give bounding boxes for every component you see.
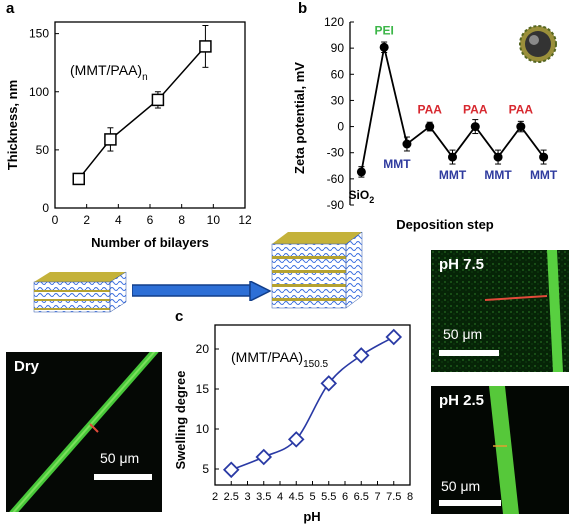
chart-b-point-label: MMT (439, 168, 467, 182)
chart-a-series-line (78, 45, 206, 180)
chart-c-point (385, 328, 403, 346)
chart-c-xtick-label: 6 (342, 491, 348, 503)
micrograph-ph75: pH 7.5 50 μm (431, 250, 569, 372)
chart-c: 2 2.5 3 3.5 4 4.5 5 5.5 6 6.5 7 7.5 8 5 10 15 20 (MMT/PA… (173, 324, 413, 524)
chart-a-xtick-label: 12 (238, 213, 252, 227)
chart-c-xtick-label: 7.5 (386, 491, 401, 503)
chart-a: 0 2 4 6 8 10 12 0 50 100 150 (MMT/PAA)n Number of … (5, 21, 252, 250)
chart-b-ytick-label: -30 (327, 146, 345, 160)
chart-b-point-label: PAA (463, 103, 488, 117)
chart-c-xtick-label: 5.5 (321, 491, 336, 503)
micrograph-ph75-label: pH 7.5 (439, 256, 485, 273)
micrograph-dry: Dry 50 μm (6, 352, 162, 512)
chart-a-xtick-label: 0 (52, 213, 59, 227)
chart-b-point-label: MMT (530, 168, 558, 182)
chart-a-ytick-label: 150 (29, 27, 49, 41)
chart-c-ytick-label: 15 (196, 382, 210, 396)
micrograph-ph25: pH 2.5 50 μm (431, 386, 569, 514)
chart-c-xtick-label: 4.5 (289, 491, 304, 503)
chart-c-ytick-label: 5 (202, 462, 209, 476)
chart-a-ytick-label: 50 (36, 143, 50, 157)
chart-a-annotation: (MMT/PAA)n (70, 62, 148, 83)
chart-a-xlabel: Number of bilayers (91, 235, 209, 250)
chart-b-point (516, 122, 526, 132)
chart-a-ylabel: Thickness, nm (5, 80, 20, 170)
chart-a-xtick-label: 4 (115, 213, 122, 227)
chart-b-point (470, 122, 480, 132)
chart-b-point-label: SiO2 (349, 188, 375, 205)
chart-b-ytick-label: 60 (331, 67, 345, 81)
chart-b-point (379, 42, 389, 52)
chart-a-xtick-label: 10 (207, 213, 221, 227)
chart-a-point (151, 93, 165, 107)
chart-b-xlabel: Deposition step (396, 217, 494, 232)
chart-c-point (222, 461, 240, 479)
chart-c-xtick-label: 7 (374, 491, 380, 503)
micrograph-ph75-scale-text: 50 μm (443, 326, 483, 342)
chart-c-xtick-label: 2.5 (224, 491, 239, 503)
panel-label-b: b (298, 0, 308, 17)
chart-b-point (493, 152, 503, 162)
chart-b-point (448, 152, 457, 162)
chart-b-ylabel: Zeta potential, mV (292, 62, 307, 174)
chart-c-xtick-label: 5 (309, 491, 315, 503)
chart-a-point (72, 172, 85, 186)
chart-b-ytick-label: -90 (327, 198, 345, 212)
chart-b-point-label: PAA (417, 103, 442, 117)
chart-b-point-label: PEI (374, 23, 393, 37)
chart-b-ytick-label: 90 (331, 41, 345, 55)
micrograph-dry-scale-bar (94, 474, 152, 480)
swelling-arrow (131, 279, 272, 306)
micrograph-ph25-label: pH 2.5 (439, 392, 485, 409)
micrograph-ph25-scale-bar (439, 500, 501, 506)
chart-b-ytick-label: -60 (327, 172, 345, 186)
chart-b-point (402, 139, 412, 149)
chart-c-point (255, 448, 273, 466)
chart-a-ytick-label: 100 (29, 85, 49, 99)
chart-c-xtick-label: 3.5 (256, 491, 271, 503)
chart-c-point (352, 347, 370, 364)
chart-b-ytick-label: 0 (337, 120, 344, 134)
chart-b: -90 -60 -30 0 30 60 90 120 SiO2 PEI MMT PAA MMT PAA MM… (292, 15, 558, 232)
chart-c-xtick-label: 8 (407, 491, 413, 503)
chart-c-ylabel: Swelling degree (173, 371, 188, 470)
chart-c-xlabel: pH (303, 509, 320, 524)
chart-c-point (287, 431, 305, 448)
chart-c-xtick-label: 4 (277, 491, 283, 503)
chart-a-xtick-label: 8 (178, 213, 185, 227)
chart-b-point-label: MMT (383, 157, 411, 171)
panel-label-c: c (175, 308, 184, 325)
thin-film-stack-illustration (30, 268, 130, 316)
chart-b-ytick-label: 120 (324, 15, 344, 29)
chart-c-annotation: (MMT/PAA)150.5 (231, 349, 329, 370)
chart-c-ytick-label: 10 (196, 422, 210, 436)
chart-a-ytick-label: 0 (42, 201, 49, 215)
chart-b-point-label: MMT (484, 168, 512, 182)
chart-b-point-label: PAA (509, 103, 534, 117)
swollen-film-stack-illustration (268, 228, 364, 312)
chart-a-point (199, 40, 212, 53)
panel-label-a: a (6, 0, 15, 17)
chart-a-xtick-label: 2 (83, 213, 90, 227)
chart-c-xtick-label: 2 (212, 491, 218, 503)
coated-particle-icon (519, 25, 557, 63)
chart-b-point (425, 122, 435, 132)
micrograph-dry-label: Dry (14, 358, 40, 375)
chart-c-point (320, 375, 338, 392)
micrograph-dry-scale-text: 50 μm (100, 450, 140, 466)
chart-c-xtick-label: 6.5 (354, 491, 369, 503)
chart-b-ytick-label: 30 (331, 93, 345, 107)
chart-c-xtick-label: 3 (244, 491, 250, 503)
chart-b-point (356, 167, 366, 177)
chart-a-xtick-label: 6 (147, 213, 154, 227)
chart-c-ytick-label: 20 (196, 342, 210, 356)
micrograph-ph75-scale-bar (439, 350, 499, 356)
chart-a-point (104, 133, 117, 146)
chart-b-point (539, 152, 549, 162)
micrograph-ph25-scale-text: 50 μm (441, 478, 481, 494)
